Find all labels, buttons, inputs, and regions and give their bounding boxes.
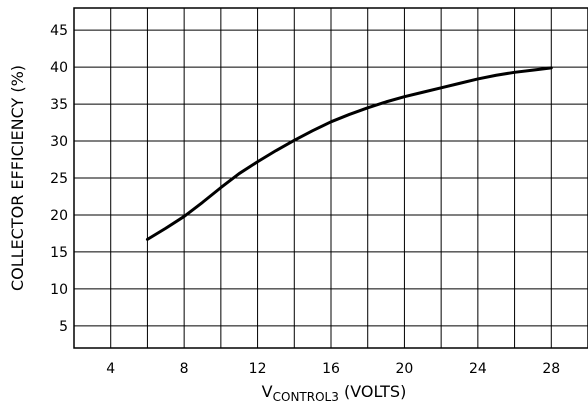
y-tick-label: 35 (50, 97, 68, 113)
series-layer (145, 66, 553, 241)
y-axis-label: COLLECTOR EFFICIENCY (%) (8, 65, 27, 291)
x-axis-label-subscript: CONTROL3 (273, 390, 339, 404)
y-tick-label: 45 (50, 23, 68, 39)
x-tick-label: 8 (180, 361, 189, 377)
x-axis-label-main: V (262, 382, 273, 401)
grid (73, 7, 588, 349)
y-tick-label: 25 (50, 171, 68, 187)
x-tick-labels: 4 8 12 16 20 24 28 (106, 361, 560, 377)
x-axis-label: VCONTROL3 (VOLTS) (262, 382, 407, 404)
y-tick-labels: 5 10 15 20 25 30 35 40 45 (50, 23, 68, 335)
y-tick-label: 40 (50, 60, 68, 76)
y-tick-label: 10 (50, 282, 68, 298)
y-tick-label: 20 (50, 208, 68, 224)
x-tick-label: 16 (322, 361, 340, 377)
plot-frame (73, 7, 588, 349)
x-tick-label: 4 (106, 361, 115, 377)
x-tick-label: 28 (542, 361, 560, 377)
efficiency-curve (145, 66, 553, 241)
y-tick-label: 15 (50, 245, 68, 261)
x-tick-label: 12 (249, 361, 267, 377)
x-tick-label: 24 (469, 361, 487, 377)
y-tick-label: 30 (50, 134, 68, 150)
x-axis-label-suffix: (VOLTS) (339, 382, 406, 401)
y-tick-label: 5 (59, 319, 68, 335)
x-tick-label: 20 (396, 361, 414, 377)
